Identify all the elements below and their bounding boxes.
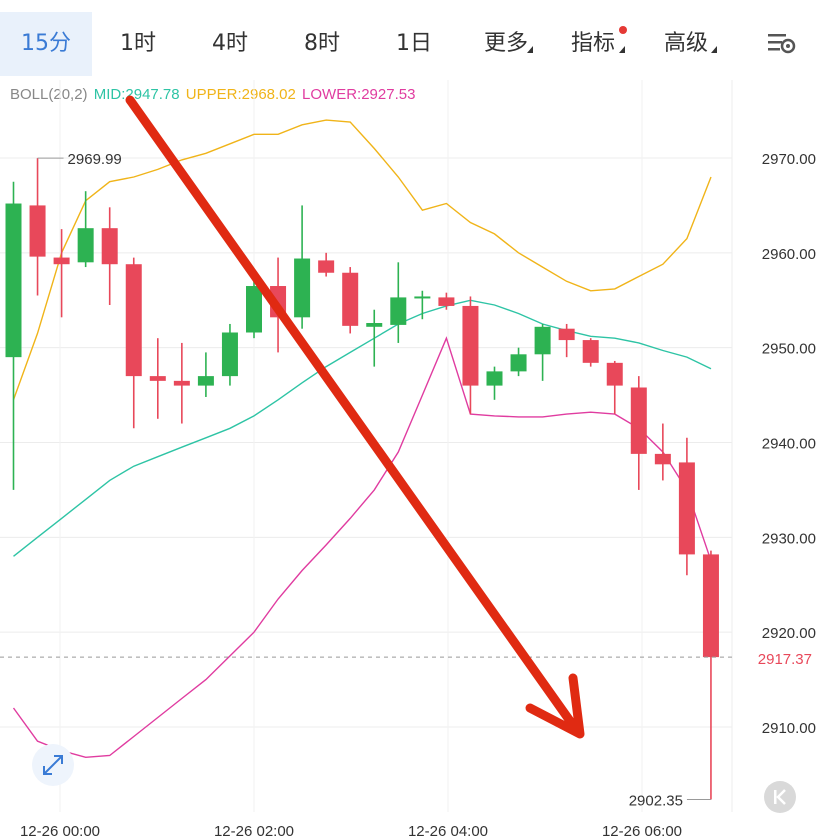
y-tick-label: 2910.00: [762, 720, 816, 737]
candle-body[interactable]: [149, 376, 166, 381]
candle-body[interactable]: [77, 228, 94, 263]
candle-body[interactable]: [534, 326, 551, 355]
boll-lower-label: LOWER:2927.53: [302, 86, 416, 103]
boll-lower-line: [12, 336, 712, 759]
advanced-dropdown-icon: [711, 46, 717, 53]
candle-body[interactable]: [246, 286, 262, 333]
y-tick-label: 2950.00: [762, 341, 816, 358]
boll-mid-line: [13, 299, 712, 557]
candle-body[interactable]: [510, 354, 527, 372]
x-tick-label: 12-26 06:00: [602, 823, 682, 840]
candle-body[interactable]: [438, 297, 455, 306]
tab-advanced[interactable]: 高级: [663, 31, 708, 56]
candle-body[interactable]: [366, 323, 383, 327]
candle-body[interactable]: [294, 258, 311, 318]
candle-body[interactable]: [678, 462, 695, 555]
candle-body[interactable]: [221, 332, 238, 377]
x-tick-label: 12-26 04:00: [408, 823, 488, 840]
tab-8h[interactable]: 8时: [304, 31, 340, 56]
trend-arrow-shaft: [125, 95, 580, 733]
chart-settings-icon[interactable]: [766, 30, 798, 58]
boll-legend: BOLL(20,2) MID:2947.78 UPPER:2968.02 LOW…: [10, 86, 417, 103]
tab-4h[interactable]: 4时: [212, 31, 248, 56]
tab-1h[interactable]: 1时: [120, 31, 156, 56]
candle-body[interactable]: [654, 453, 671, 465]
candle-body[interactable]: [173, 380, 190, 386]
candle-body[interactable]: [53, 257, 70, 265]
expand-icon: [43, 755, 63, 775]
high-price-annotation: 2969.99: [68, 151, 122, 168]
candle-body[interactable]: [606, 362, 623, 386]
candle-body[interactable]: [197, 376, 214, 386]
candle-body[interactable]: [582, 340, 599, 363]
current-price-label: 2917.37: [758, 651, 812, 668]
x-tick-label: 12-26 02:00: [214, 823, 294, 840]
candle-body[interactable]: [5, 203, 22, 358]
skip-to-end-icon: [774, 789, 786, 805]
low-price-annotation: 2902.35: [629, 793, 683, 810]
y-tick-label: 2930.00: [762, 530, 816, 547]
boll-upper-label: UPPER:2968.02: [185, 86, 296, 103]
candle-body[interactable]: [702, 554, 719, 658]
indicators-dropdown-icon: [619, 46, 625, 53]
candle-body[interactable]: [462, 305, 479, 386]
boll-mid-label: MID:2947.78: [93, 86, 180, 103]
tab-1d[interactable]: 1日: [396, 31, 432, 56]
y-tick-label: 2960.00: [762, 246, 816, 263]
tab-indicators[interactable]: 指标: [570, 31, 615, 56]
candle-body[interactable]: [558, 328, 575, 341]
boll-name: BOLL(20,2): [10, 86, 88, 103]
timeframe-tabbar: 15分 1时 4时 8时 1日 更多 指标 高级: [0, 0, 828, 80]
scroll-to-latest-button[interactable]: [764, 781, 796, 813]
candle-body[interactable]: [486, 371, 503, 386]
y-tick-label: 2970.00: [762, 151, 816, 168]
y-tick-label: 2920.00: [762, 625, 816, 642]
y-tick-label: 2940.00: [762, 436, 816, 453]
tab-more[interactable]: 更多: [483, 31, 528, 56]
candle-body[interactable]: [342, 272, 359, 326]
trend-arrow-head: [525, 673, 585, 739]
more-dropdown-icon: [527, 46, 533, 53]
x-tick-label: 12-26 00:00: [20, 823, 100, 840]
expand-button[interactable]: [32, 744, 74, 786]
candle-body[interactable]: [29, 205, 46, 257]
candle-body[interactable]: [318, 260, 335, 273]
candle-body[interactable]: [101, 228, 118, 265]
candle-body[interactable]: [125, 264, 142, 377]
indicator-notification-dot: [619, 26, 627, 34]
candle-body[interactable]: [630, 387, 647, 454]
candle-body[interactable]: [414, 296, 431, 299]
tab-15m[interactable]: 15分: [0, 12, 92, 76]
boll-upper-line: [12, 119, 712, 401]
candle-body[interactable]: [390, 297, 407, 325]
